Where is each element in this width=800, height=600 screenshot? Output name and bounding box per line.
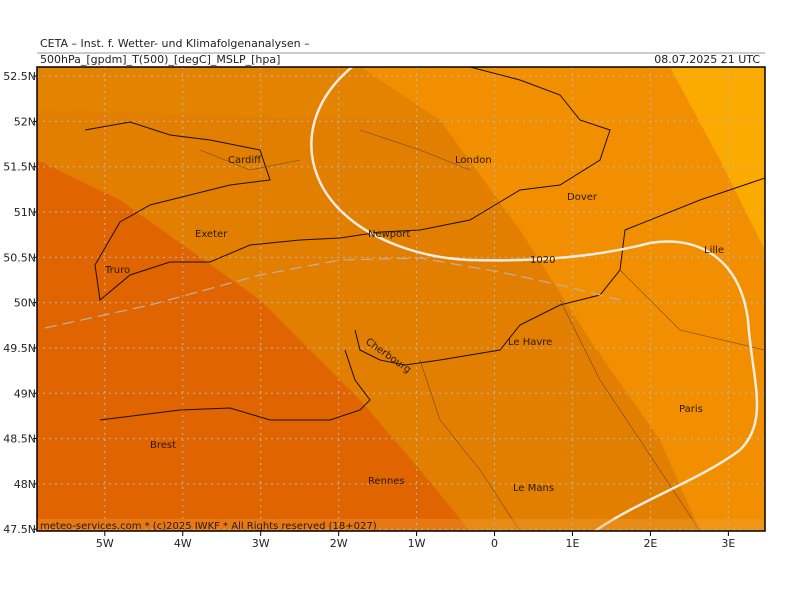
temperature-band xyxy=(360,67,765,531)
lon-tick-label: 3E xyxy=(721,537,735,550)
lon-tick-label: 3W xyxy=(252,537,270,550)
city-label: Brest xyxy=(150,440,176,451)
city-label: Le Havre xyxy=(508,337,552,348)
footer-band xyxy=(37,519,765,531)
lat-tick-label: 51N xyxy=(14,206,36,219)
lon-tick-label: 2E xyxy=(643,537,657,550)
footer-credit: meteo-services.com * (c)2025 IWKF * All … xyxy=(40,521,377,532)
lon-tick-label: 1E xyxy=(566,537,580,550)
city-label: Truro xyxy=(104,265,130,276)
map-frame xyxy=(36,66,766,532)
lon-tick-label: 2W xyxy=(330,537,348,550)
city-label: Cardiff xyxy=(228,155,262,166)
city-label: Paris xyxy=(679,404,703,415)
lon-tick-label: 1W xyxy=(408,537,426,550)
isobar-label: 1020 xyxy=(530,255,555,266)
lat-tick-label: 52N xyxy=(14,115,36,128)
lat-tick-label: 49.5N xyxy=(3,342,36,355)
city-label: Lille xyxy=(704,245,724,256)
city-label: Dover xyxy=(567,192,598,203)
lat-tick-label: 51.5N xyxy=(3,161,36,174)
coastline xyxy=(354,177,765,366)
lat-tick-label: 50N xyxy=(14,297,36,310)
city-label: Rennes xyxy=(368,476,405,487)
lat-tick-label: 48N xyxy=(14,478,36,491)
city-label: London xyxy=(455,155,492,166)
coastline xyxy=(84,67,611,301)
city-label: Newport xyxy=(368,229,410,240)
city-label: Exeter xyxy=(195,229,228,240)
header-title: CETA – Inst. f. Wetter- und Klimafolgena… xyxy=(40,37,310,50)
lat-tick-label: 49N xyxy=(14,387,36,400)
city-label: Le Mans xyxy=(513,483,554,494)
lon-tick-label: 0 xyxy=(491,537,498,550)
admin-border xyxy=(199,129,765,531)
grid xyxy=(37,67,765,531)
isobar xyxy=(310,67,759,531)
lon-tick-label: 4W xyxy=(174,537,192,550)
lat-tick-label: 47.5N xyxy=(3,523,36,536)
lat-tick-label: 48.5N xyxy=(3,433,36,446)
temperature-band xyxy=(670,67,765,250)
lon-tick-label: 5W xyxy=(96,537,114,550)
coastline xyxy=(99,349,371,421)
isotherm xyxy=(44,257,621,329)
lat-tick-label: 52.5N xyxy=(3,70,36,83)
header-fields: 500hPa_[gpdm]_T(500)_[degC]_MSLP_[hpa] xyxy=(40,53,280,66)
header-datetime: 08.07.2025 21 UTC xyxy=(654,53,760,66)
map-area: 1020 Cardiff London Dover Exeter Newport… xyxy=(37,67,765,532)
lat-tick-label: 50.5N xyxy=(3,251,36,264)
